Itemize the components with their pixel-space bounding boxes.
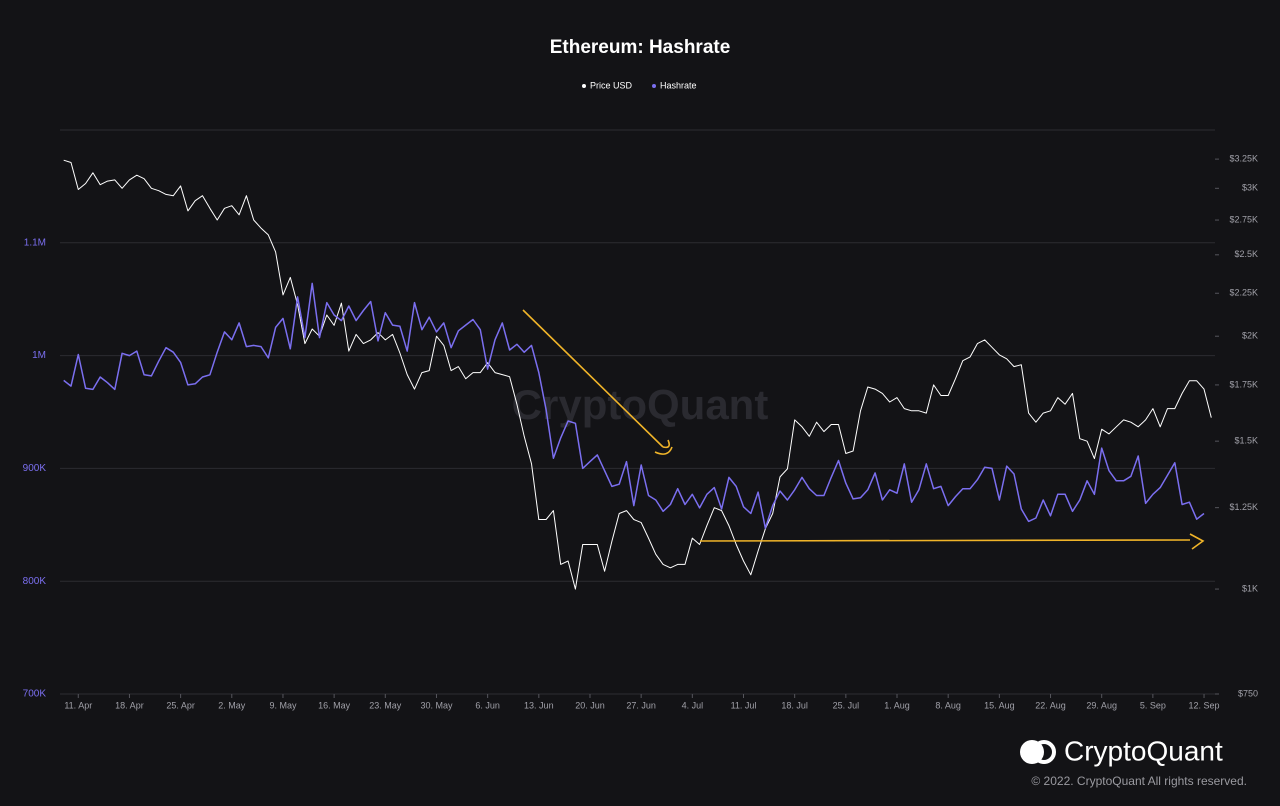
y-tick-label: 900K: [23, 463, 47, 474]
x-tick-label: 30. May: [420, 700, 453, 710]
y2-tick-label: $2K: [1242, 331, 1258, 341]
x-tick-label: 13. Jun: [524, 700, 554, 710]
x-tick-label: 9. May: [269, 700, 297, 710]
legend-label: Hashrate: [660, 80, 697, 90]
y2-tick-label: $2.25K: [1229, 288, 1258, 298]
chart-title: Ethereum: Hashrate: [550, 37, 731, 58]
x-tick-label: 6. Jun: [475, 700, 500, 710]
y2-tick-label: $1K: [1242, 583, 1258, 593]
y2-tick-label: $2.5K: [1234, 249, 1258, 259]
watermark: CryptoQuant: [512, 381, 769, 428]
y2-tick-label: $3K: [1242, 183, 1258, 193]
trend-arrow-down: [522, 309, 673, 455]
legend-marker: [652, 84, 657, 88]
x-tick-label: 11. Apr: [64, 700, 92, 710]
series-line: [63, 282, 1205, 529]
y-tick-label: 1.1M: [24, 237, 46, 248]
y2-tick-label: $1.5K: [1234, 436, 1258, 446]
y2-tick-label: $1.75K: [1229, 379, 1258, 389]
plot-area: 700K 800K 900K 1M 1.1M $750 $1K $1.25K $1.5K $1.7…: [23, 153, 1258, 710]
legend-marker: [582, 84, 586, 88]
brand-logo: CryptoQuant: [1020, 735, 1223, 766]
x-tick-label: 5. Sep: [1140, 700, 1166, 710]
y2-tick-label: $3.25K: [1229, 153, 1258, 163]
logo-ring: [1032, 740, 1056, 764]
x-tick-label: 8. Aug: [935, 700, 961, 710]
x-tick-label: 2. May: [218, 700, 246, 710]
brand-name: CryptoQuant: [1064, 735, 1223, 766]
y2-tick-label: $1.25K: [1229, 502, 1258, 512]
series-line: [63, 159, 1212, 590]
x-tick-label: 20. Jun: [575, 700, 605, 710]
x-tick-label: 16. May: [318, 700, 351, 710]
y-tick-label: 1M: [32, 350, 46, 361]
copyright: © 2022. CryptoQuant All rights reserved.: [1031, 774, 1247, 788]
x-tick-label: 29. Aug: [1086, 700, 1117, 710]
y-tick-label: 700K: [23, 689, 47, 700]
x-tick-label: 15. Aug: [984, 700, 1015, 710]
x-tick-label: 18. Apr: [115, 700, 144, 710]
y2-tick-label: $2.75K: [1229, 214, 1258, 224]
x-tick-label: 25. Jul: [833, 700, 860, 710]
trend-arrow-flat: [699, 533, 1205, 550]
x-tick-label: 27. Jun: [626, 700, 656, 710]
x-tick-label: 12. Sep: [1189, 700, 1220, 710]
x-tick-label: 18. Jul: [781, 700, 808, 710]
x-tick-label: 11. Jul: [731, 700, 757, 710]
x-tick-label: 1. Aug: [884, 700, 910, 710]
y-tick-label: 800K: [23, 576, 47, 587]
y2-tick-label: $750: [1238, 688, 1258, 698]
x-tick-label: 22. Aug: [1035, 700, 1066, 710]
x-tick-label: 23. May: [369, 700, 402, 710]
x-tick-label: 25. Apr: [166, 700, 195, 710]
legend-label: Price USD: [590, 80, 633, 90]
x-tick-label: 4. Jul: [682, 700, 704, 710]
